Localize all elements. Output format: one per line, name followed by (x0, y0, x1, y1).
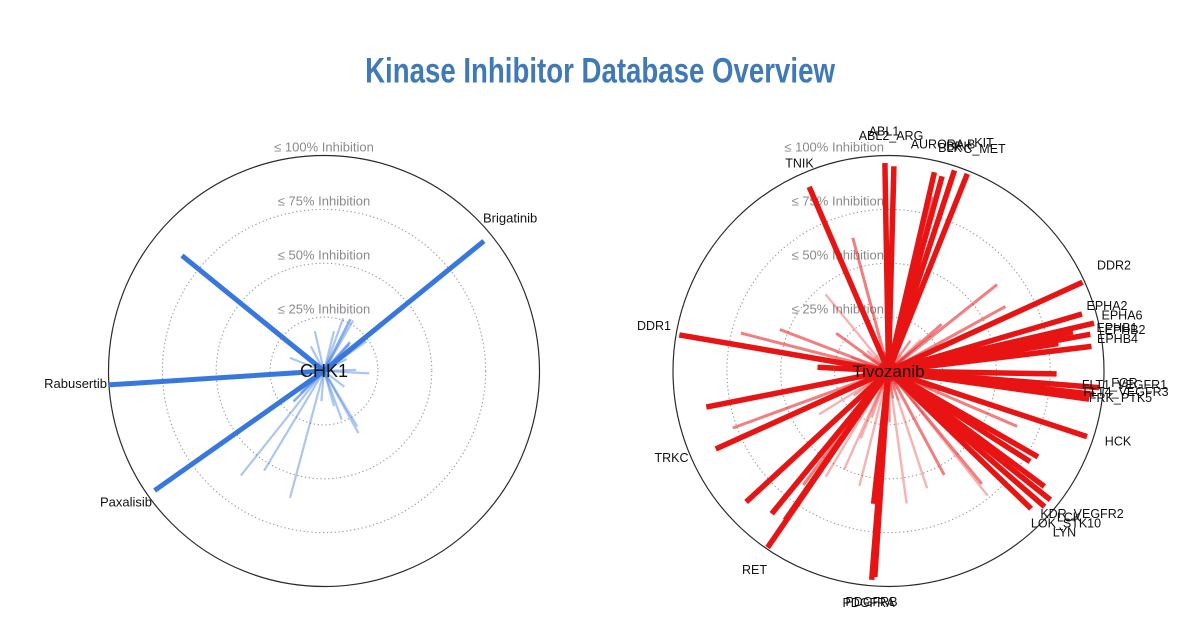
svg-text:EPHB4: EPHB4 (1097, 332, 1138, 346)
svg-text:≤ 100% Inhibition: ≤ 100% Inhibition (784, 140, 884, 155)
svg-text:Rabusertib: Rabusertib (44, 376, 107, 391)
svg-text:FRK_PTK5: FRK_PTK5 (1089, 391, 1152, 405)
svg-text:AURORA B: AURORA B (911, 138, 976, 152)
svg-text:EPHB1: EPHB1 (1097, 321, 1138, 335)
svg-text:RET: RET (742, 563, 767, 577)
svg-text:TNIK: TNIK (785, 157, 814, 171)
svg-text:LOK_STK10: LOK_STK10 (1031, 517, 1101, 531)
svg-text:≤ 25% Inhibition: ≤ 25% Inhibition (278, 302, 370, 317)
svg-text:≤ 75% Inhibition: ≤ 75% Inhibition (792, 194, 884, 209)
svg-text:FGR: FGR (1111, 376, 1137, 390)
svg-text:ABL2_ARG: ABL2_ARG (859, 129, 924, 143)
svg-text:DDR1: DDR1 (637, 319, 671, 333)
svg-text:C_MET: C_MET (963, 142, 1006, 156)
svg-text:PDGFRB: PDGFRB (845, 595, 897, 609)
svg-text:Paxalisib: Paxalisib (100, 495, 152, 510)
svg-text:HCK: HCK (1105, 435, 1132, 449)
svg-text:≤ 75% Inhibition: ≤ 75% Inhibition (278, 194, 370, 209)
svg-text:EPHB2: EPHB2 (1105, 323, 1146, 337)
svg-text:CHK1: CHK1 (300, 361, 348, 381)
svg-text:EPHA2: EPHA2 (1087, 299, 1128, 313)
svg-text:BRK: BRK (946, 140, 972, 154)
svg-text:BLK: BLK (938, 141, 962, 155)
svg-text:Brigatinib: Brigatinib (483, 211, 537, 226)
svg-text:Kinase Inhibitor Database Over: Kinase Inhibitor Database Overview (365, 50, 835, 90)
svg-text:Tivozanib: Tivozanib (852, 362, 924, 381)
svg-text:DDR2: DDR2 (1097, 259, 1131, 273)
svg-text:LYN: LYN (1053, 526, 1076, 540)
svg-text:FLT4_VEGFR3: FLT4_VEGFR3 (1083, 385, 1168, 399)
svg-text:LCK: LCK (1057, 511, 1082, 525)
svg-text:ABL1: ABL1 (869, 125, 900, 139)
svg-text:KDR_VEGFR2: KDR_VEGFR2 (1040, 507, 1123, 521)
svg-text:FLT1_VEGFR1: FLT1_VEGFR1 (1082, 378, 1167, 392)
svg-text:KIT: KIT (974, 136, 994, 150)
svg-text:≤ 100% Inhibition: ≤ 100% Inhibition (274, 140, 374, 155)
svg-text:≤ 50% Inhibition: ≤ 50% Inhibition (278, 248, 370, 263)
svg-text:PDGFRA: PDGFRA (842, 596, 895, 610)
svg-text:TRKC: TRKC (654, 451, 688, 465)
svg-text:EPHA6: EPHA6 (1102, 309, 1143, 323)
